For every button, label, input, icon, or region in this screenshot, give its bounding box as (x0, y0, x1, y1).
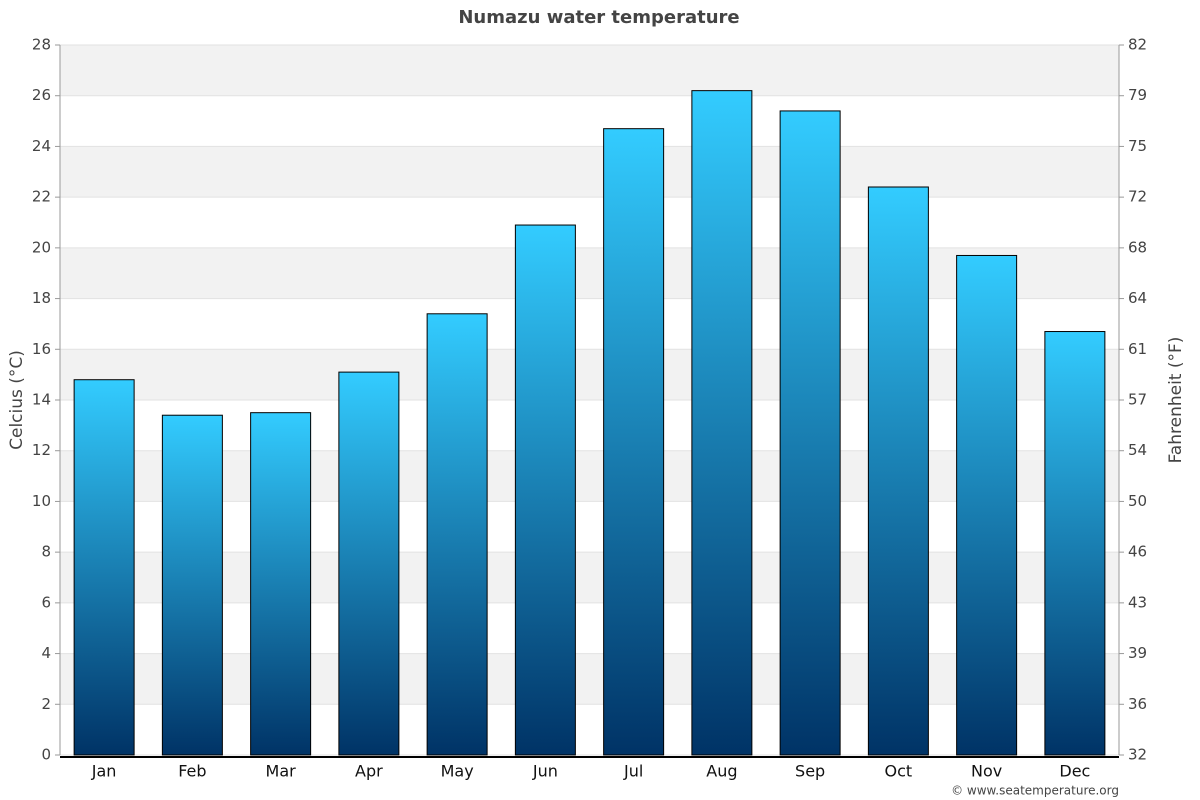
y2-tick-label: 39 (1128, 644, 1147, 662)
y2-tick-label: 61 (1128, 340, 1147, 358)
y2-tick-label: 64 (1128, 289, 1147, 307)
y-tick-label: 26 (32, 86, 51, 104)
y-tick-label: 24 (32, 137, 51, 155)
y-axis-label: Celcius (°C) (7, 350, 27, 450)
y-tick-label: 16 (32, 340, 51, 358)
y2-tick-label: 82 (1128, 36, 1147, 54)
y-tick-label: 12 (32, 441, 51, 459)
bar (426, 313, 488, 756)
x-tick-label: Jan (91, 762, 117, 781)
y-tick-label: 8 (41, 543, 51, 561)
y-tick-label: 22 (32, 188, 51, 206)
source-credit: © www.seatemperature.org (951, 784, 1119, 798)
x-tick-label: Aug (706, 762, 737, 781)
y-tick-label: 28 (32, 36, 51, 54)
y2-tick-label: 75 (1128, 137, 1147, 155)
bar (338, 371, 400, 756)
y2-tick-label: 46 (1128, 543, 1147, 561)
x-tick-label: Sep (795, 762, 825, 781)
bar (779, 110, 841, 756)
bar (1044, 331, 1106, 756)
y-tick-label: 10 (32, 492, 51, 510)
y2-tick-label: 43 (1128, 593, 1147, 611)
y2-tick-label: 32 (1128, 746, 1147, 764)
bar (161, 414, 223, 756)
grid-band (60, 349, 1119, 400)
y2-tick-label: 50 (1128, 492, 1147, 510)
x-tick-label: Feb (178, 762, 206, 781)
x-tick-label: Jun (532, 762, 558, 781)
grid-band (60, 45, 1119, 96)
grid-band (60, 653, 1119, 705)
grid-band (60, 450, 1119, 502)
y-tick-label: 18 (32, 289, 51, 307)
grid-band (60, 552, 1119, 603)
bar (691, 90, 753, 756)
x-tick-label: Dec (1059, 762, 1090, 781)
bar (514, 224, 576, 756)
y2-axis-label: Fahrenheit (°F) (1166, 337, 1186, 464)
bar (603, 128, 665, 756)
y-tick-label: 2 (41, 695, 51, 713)
x-tick-label: Mar (266, 762, 297, 781)
y-tick-label: 4 (41, 644, 51, 662)
x-tick-label: Jul (623, 762, 643, 781)
x-tick-label: Oct (885, 762, 913, 781)
y-tick-label: 0 (41, 746, 51, 764)
y2-tick-label: 57 (1128, 391, 1147, 409)
bar (250, 412, 312, 756)
chart-title: Numazu water temperature (458, 7, 739, 28)
x-tick-label: Apr (355, 762, 383, 781)
y2-tick-label: 72 (1128, 188, 1147, 206)
y2-tick-label: 68 (1128, 238, 1147, 256)
y2-tick-label: 79 (1128, 86, 1147, 104)
bar (867, 186, 929, 756)
y-tick-label: 20 (32, 238, 51, 256)
bar (956, 254, 1018, 756)
y-tick-label: 6 (41, 593, 51, 611)
y2-tick-label: 36 (1128, 695, 1147, 713)
bar (73, 379, 135, 756)
grid-band (60, 146, 1119, 198)
x-tick-label: May (441, 762, 474, 781)
grid-band (60, 247, 1119, 299)
x-tick-label: Nov (971, 762, 1002, 781)
y-tick-label: 14 (32, 391, 51, 409)
y2-tick-label: 54 (1128, 441, 1147, 459)
